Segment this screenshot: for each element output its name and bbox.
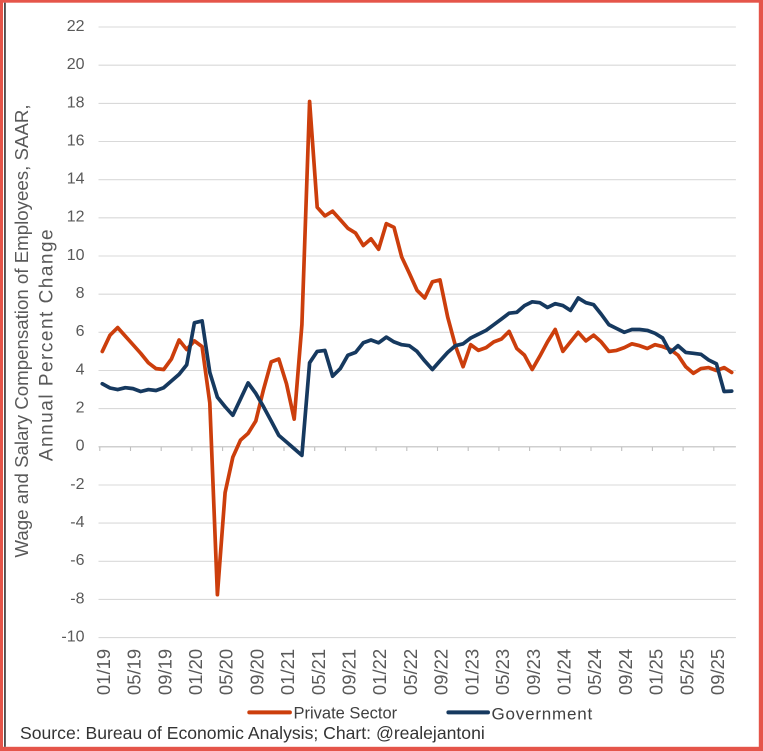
svg-text:01/25: 01/25	[646, 649, 667, 695]
svg-text:20: 20	[67, 56, 85, 73]
svg-text:Private Sector: Private Sector	[294, 705, 398, 723]
svg-text:-4: -4	[70, 514, 84, 531]
svg-text:2: 2	[76, 399, 85, 416]
svg-text:09/23: 09/23	[523, 649, 544, 695]
svg-text:05/24: 05/24	[584, 649, 605, 695]
svg-text:4: 4	[76, 361, 85, 378]
svg-text:6: 6	[76, 323, 85, 340]
svg-text:Annual Percent Change: Annual Percent Change	[37, 228, 58, 461]
svg-text:Government: Government	[492, 704, 594, 723]
svg-text:14: 14	[67, 171, 85, 188]
svg-text:01/23: 01/23	[461, 649, 482, 695]
svg-text:-2: -2	[70, 476, 84, 493]
svg-text:16: 16	[67, 132, 85, 149]
svg-text:05/20: 05/20	[216, 649, 237, 695]
svg-text:05/22: 05/22	[400, 649, 421, 695]
svg-text:09/21: 09/21	[339, 649, 360, 695]
svg-text:05/23: 05/23	[492, 649, 513, 695]
svg-text:01/21: 01/21	[277, 649, 298, 695]
svg-text:09/19: 09/19	[154, 649, 175, 695]
svg-text:12: 12	[67, 209, 85, 226]
svg-text:Wage and Salary Compensation o: Wage and Salary Compensation of Employee…	[11, 104, 32, 557]
svg-text:8: 8	[76, 285, 85, 302]
svg-text:01/22: 01/22	[369, 649, 390, 695]
svg-text:09/24: 09/24	[615, 649, 636, 695]
svg-text:0: 0	[76, 438, 85, 455]
svg-text:01/24: 01/24	[554, 649, 575, 695]
svg-text:01/19: 01/19	[93, 649, 114, 695]
svg-text:05/25: 05/25	[676, 649, 697, 695]
svg-text:-8: -8	[70, 590, 84, 607]
svg-text:-6: -6	[70, 552, 84, 569]
svg-text:18: 18	[67, 94, 85, 111]
svg-text:01/20: 01/20	[185, 649, 206, 695]
svg-text:05/21: 05/21	[308, 649, 329, 695]
svg-text:09/25: 09/25	[707, 649, 728, 695]
svg-text:09/20: 09/20	[246, 649, 267, 695]
svg-text:05/19: 05/19	[124, 649, 145, 695]
svg-text:10: 10	[67, 247, 85, 264]
svg-text:Source: Bureau of Economic Ana: Source: Bureau of Economic Analysis; Cha…	[20, 723, 485, 743]
svg-text:22: 22	[67, 18, 85, 35]
svg-text:-10: -10	[61, 628, 84, 645]
svg-text:09/22: 09/22	[431, 649, 452, 695]
